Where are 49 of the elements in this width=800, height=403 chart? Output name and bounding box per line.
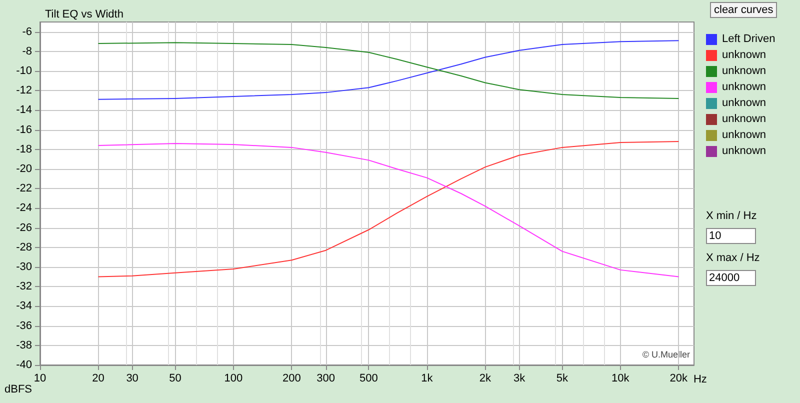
y-tick-label: -28 <box>16 241 32 254</box>
legend-label: unknown <box>722 113 766 125</box>
y-tick-label: -24 <box>16 202 32 214</box>
y-tick-label: -32 <box>16 280 32 293</box>
text: 10 <box>706 228 756 244</box>
legend-label: unknown <box>722 145 766 157</box>
x-tick-label: 10 <box>34 372 46 384</box>
y-tick-label: -18 <box>16 143 32 156</box>
y-tick-label: -12 <box>16 84 32 97</box>
x-tick-label: 300 <box>316 372 335 384</box>
x-tick-label: 1k <box>421 372 434 384</box>
x-tick-label: 200 <box>282 372 301 384</box>
y-tick-label: -36 <box>16 320 32 332</box>
legend-label: unknown <box>722 49 766 61</box>
y-tick-label: -14 <box>16 104 32 116</box>
legend-label: Left Driven <box>722 33 776 45</box>
x-tick-label: 2k <box>479 372 492 384</box>
legend-label: unknown <box>722 65 766 77</box>
y-tick-label: -40 <box>16 359 32 371</box>
y-tick-label: -20 <box>16 163 32 175</box>
y-tick-label: -16 <box>16 124 32 136</box>
x-tick-label: 3k <box>513 372 526 384</box>
x-tick-label: 30 <box>126 372 138 384</box>
text: clear curves <box>710 2 778 18</box>
x-axis-title: Hz <box>693 374 707 386</box>
text: X min / Hz <box>706 210 757 222</box>
y-tick-label: -6 <box>22 26 32 38</box>
y-tick-label: -8 <box>22 45 32 58</box>
y-axis-title: dBFS <box>4 383 32 396</box>
chart-title: Tilt EQ vs Width <box>45 8 124 20</box>
x-tick-label: 10k <box>612 372 630 384</box>
x-tick-label: 20k <box>670 372 688 384</box>
y-tick-label: -34 <box>16 300 32 312</box>
x-tick-label: 50 <box>169 372 182 384</box>
x-tick-label: 5k <box>556 372 568 384</box>
y-tick-label: -38 <box>16 339 32 352</box>
legend-label: unknown <box>722 97 766 109</box>
y-tick-label: -10 <box>16 65 32 77</box>
text: X max / Hz <box>706 252 760 264</box>
legend-label: unknown <box>722 81 766 93</box>
annotation: © U.Mueller <box>642 350 690 360</box>
y-tick-label: -26 <box>16 222 32 234</box>
x-tick-label: 20 <box>92 372 104 384</box>
y-tick-label: -22 <box>16 182 32 195</box>
x-tick-label: 100 <box>224 372 243 384</box>
y-tick-label: -30 <box>16 261 32 273</box>
x-tick-label: 500 <box>360 372 378 384</box>
text: 24000 <box>706 270 756 286</box>
legend-label: unknown <box>722 129 766 141</box>
